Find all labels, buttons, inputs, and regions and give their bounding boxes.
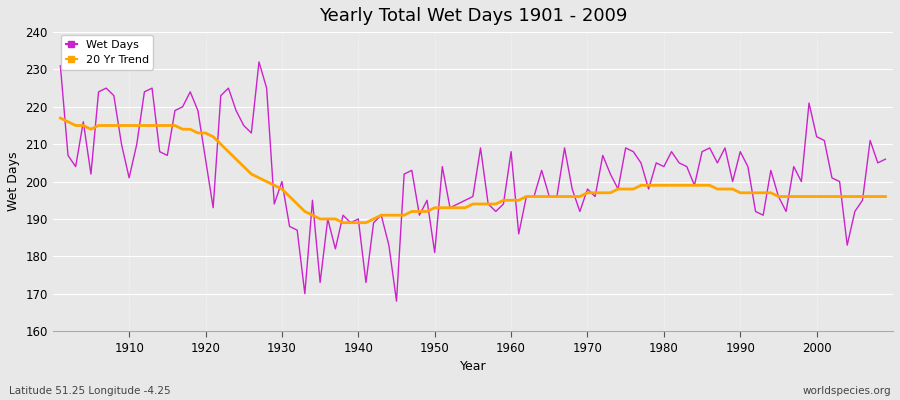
- Legend: Wet Days, 20 Yr Trend: Wet Days, 20 Yr Trend: [61, 35, 153, 70]
- X-axis label: Year: Year: [460, 360, 486, 373]
- Title: Yearly Total Wet Days 1901 - 2009: Yearly Total Wet Days 1901 - 2009: [319, 7, 627, 25]
- Y-axis label: Wet Days: Wet Days: [7, 152, 20, 211]
- Text: worldspecies.org: worldspecies.org: [803, 386, 891, 396]
- Text: Latitude 51.25 Longitude -4.25: Latitude 51.25 Longitude -4.25: [9, 386, 171, 396]
